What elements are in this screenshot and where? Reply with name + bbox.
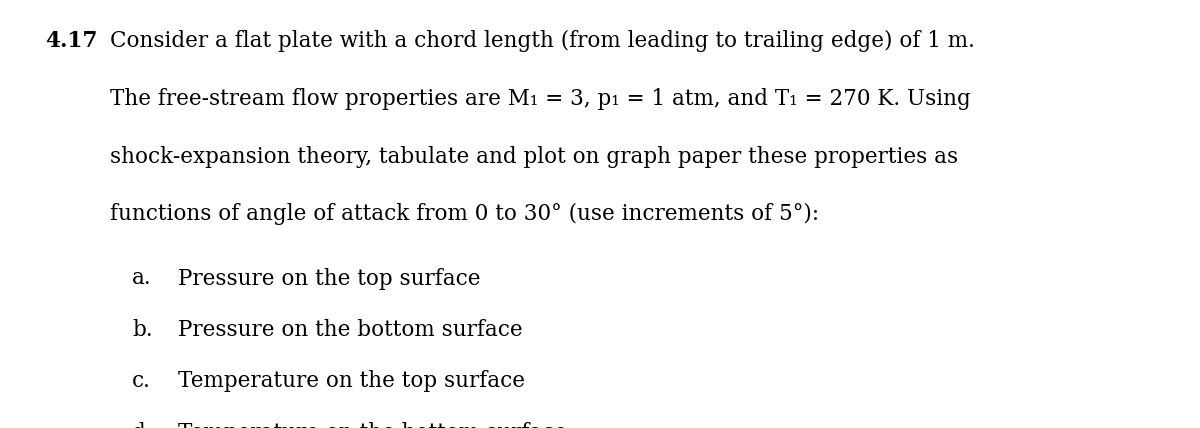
Text: shock-expansion theory, tabulate and plot on graph paper these properties as: shock-expansion theory, tabulate and plo… [110, 146, 959, 167]
Text: Consider a flat plate with a chord length (from leading to trailing edge) of 1 m: Consider a flat plate with a chord lengt… [110, 30, 976, 52]
Text: The free-stream flow properties are M₁ = 3, p₁ = 1 atm, and T₁ = 270 K. Using: The free-stream flow properties are M₁ =… [110, 88, 971, 110]
Text: 4.17: 4.17 [46, 30, 98, 52]
Text: Temperature on the top surface: Temperature on the top surface [178, 370, 524, 392]
Text: functions of angle of attack from 0 to 30° (use increments of 5°):: functions of angle of attack from 0 to 3… [110, 203, 820, 226]
Text: b.: b. [132, 319, 152, 341]
Text: Pressure on the top surface: Pressure on the top surface [178, 268, 480, 289]
Text: c.: c. [132, 370, 151, 392]
Text: Pressure on the bottom surface: Pressure on the bottom surface [178, 319, 522, 341]
Text: d.: d. [132, 422, 152, 428]
Text: Temperature on the bottom surface: Temperature on the bottom surface [178, 422, 566, 428]
Text: a.: a. [132, 268, 151, 289]
